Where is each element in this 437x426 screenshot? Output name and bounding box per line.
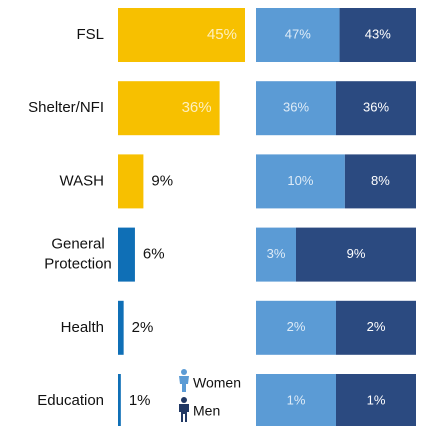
category-label-line: General [51,236,104,253]
category-label: Education [37,392,104,409]
stacked-segment [336,374,416,426]
legend-label: Men [193,403,220,419]
category-label-line: Protection [44,256,112,273]
segment-label: 3% [267,246,286,261]
bar [118,374,121,426]
segment-label: 47% [285,26,311,41]
stacked-segment [336,300,416,355]
stacked-segment [256,300,336,355]
bar [118,8,245,62]
value-label: 45% [207,26,237,43]
stacked-segment [256,154,345,209]
stacked-segment [256,374,336,426]
category-label: Health [61,319,104,336]
legend [179,369,189,422]
stacked-segment [336,81,416,136]
men-icon [179,397,189,422]
bar [118,81,220,136]
value-label: 6% [143,246,165,263]
segment-label: 43% [365,26,391,41]
segment-label: 2% [367,319,386,334]
value-label: 9% [151,172,173,189]
bar [118,300,124,355]
segment-label: 2% [287,319,306,334]
bar [118,154,144,209]
stacked-segment [256,227,296,282]
value-label: 1% [129,392,151,409]
stacked-segment [344,154,416,209]
value-label: 36% [182,99,212,116]
category-label: WASH [60,172,104,189]
segment-label: 10% [287,173,313,188]
segment-label: 36% [283,100,309,115]
women-icon [179,369,189,392]
segment-label: 8% [371,173,390,188]
stacked-segment [296,227,416,282]
category-label: FSL [76,26,104,43]
category-label: General Protection [44,236,112,273]
stacked-segment [256,8,340,62]
bar [118,227,135,282]
stacked-segment [256,81,336,136]
segment-label: 9% [347,246,366,261]
legend-label: Women [193,375,241,391]
segment-label: 1% [367,392,386,407]
segment-label: 1% [287,392,306,407]
segment-label: 36% [363,100,389,115]
category-label: Shelter/NFI [28,99,104,116]
stacked-segment [339,8,416,62]
value-label: 2% [132,319,154,336]
